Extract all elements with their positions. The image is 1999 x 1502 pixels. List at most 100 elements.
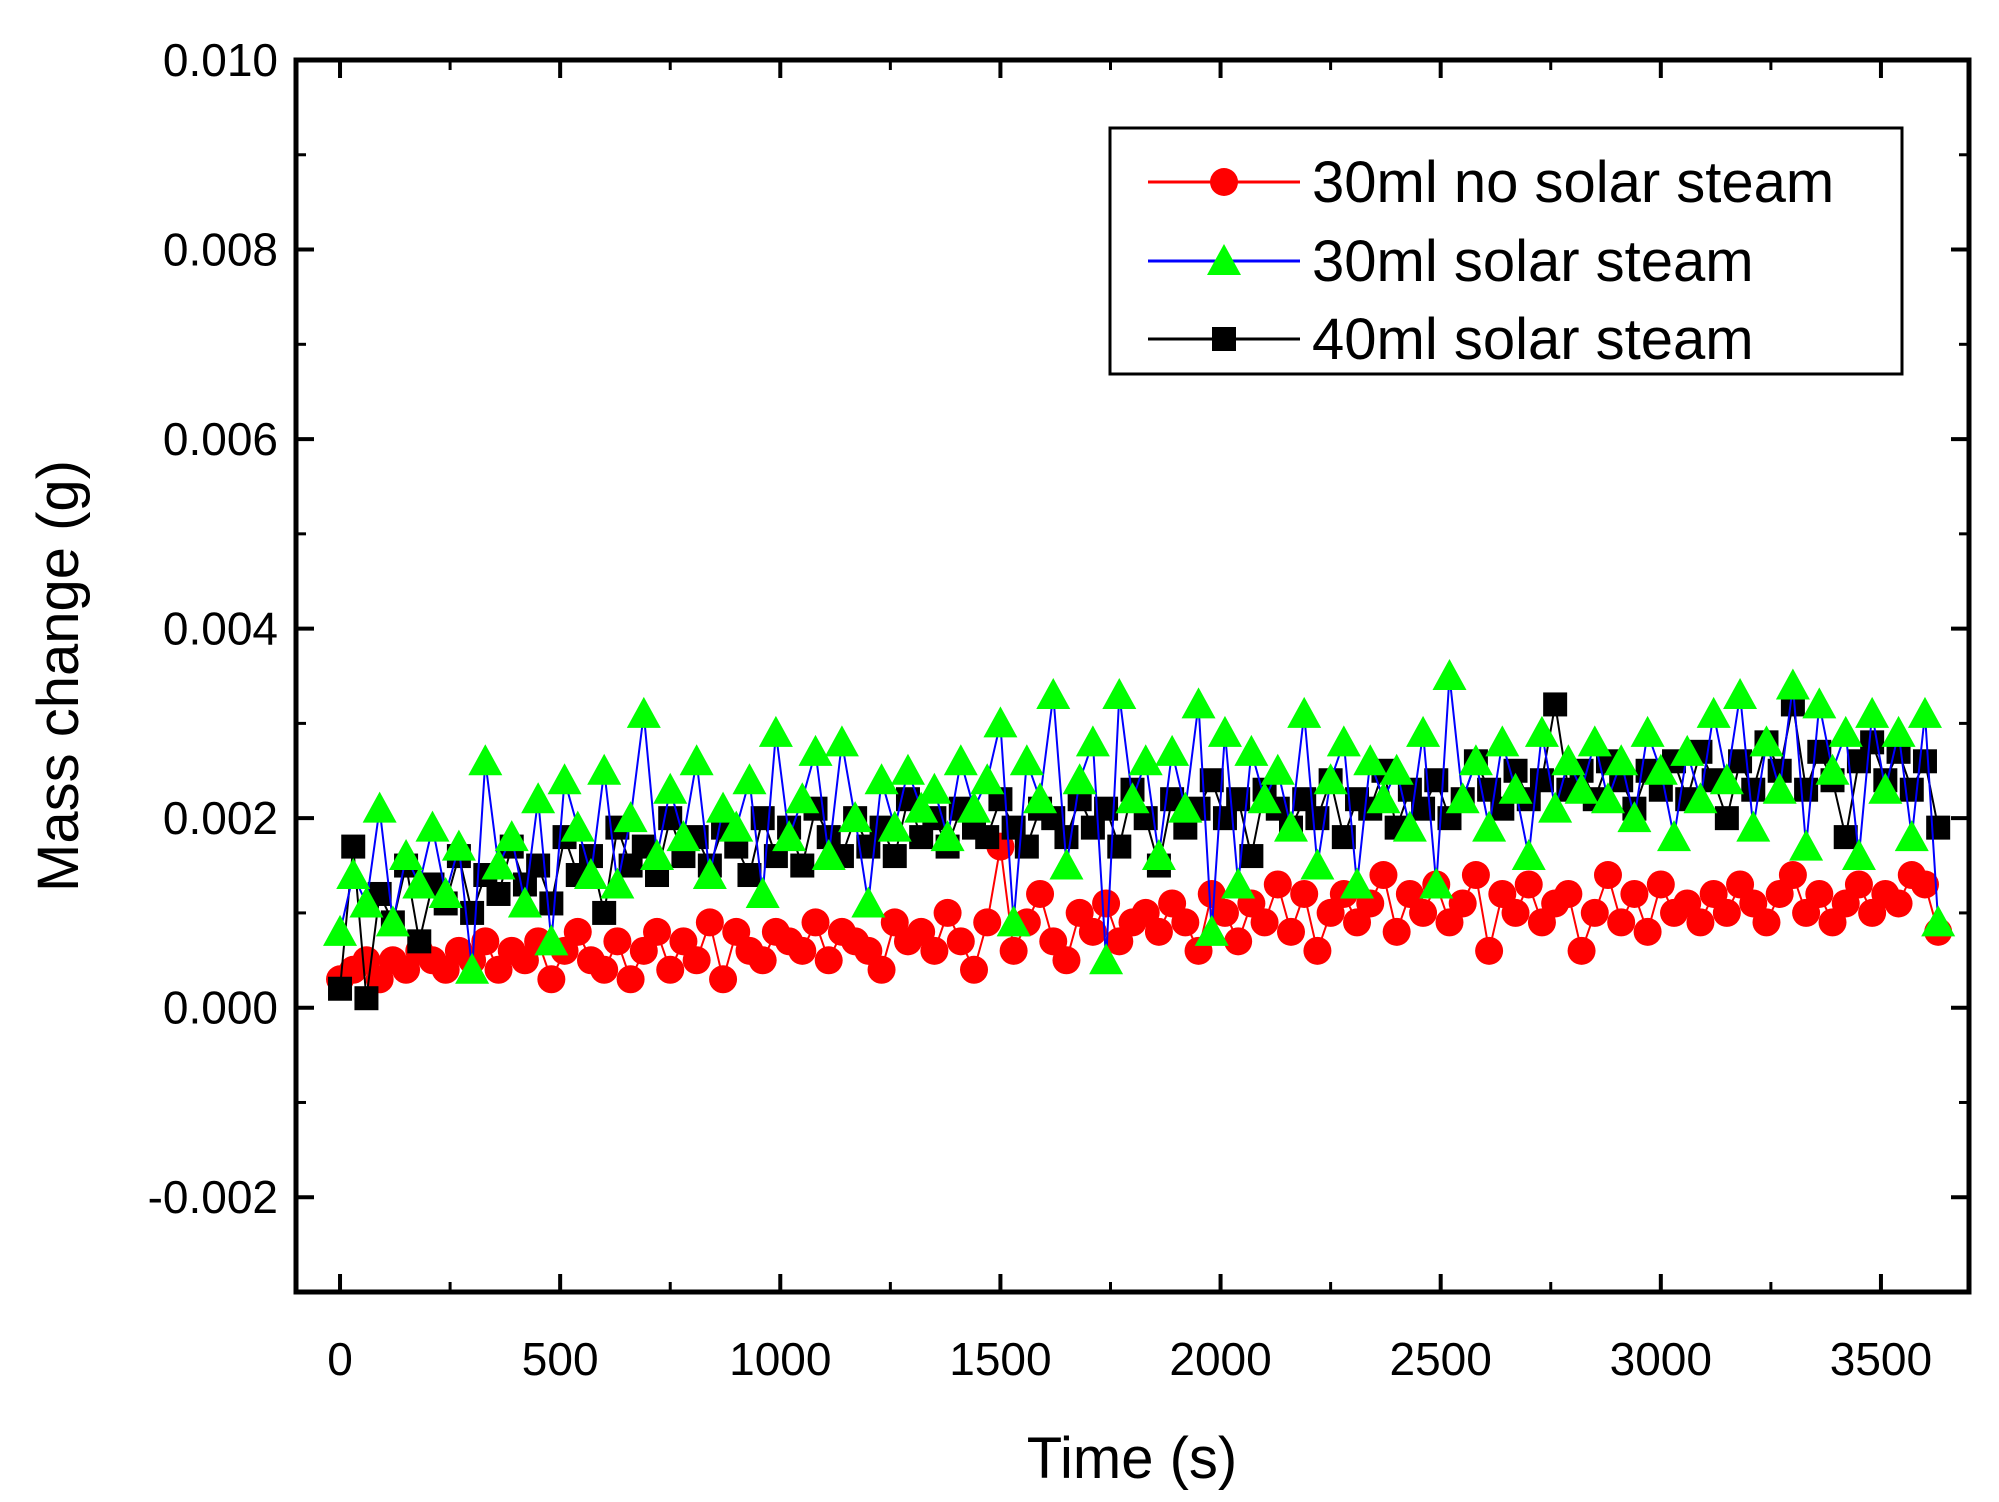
data-point	[1102, 677, 1137, 709]
data-point	[1881, 715, 1916, 747]
data-point	[1802, 687, 1837, 719]
data-point	[534, 924, 569, 956]
data-point	[640, 839, 675, 871]
data-point	[811, 839, 846, 871]
data-point	[1590, 782, 1625, 814]
data-point	[1841, 839, 1876, 871]
data-point	[521, 782, 556, 814]
data-point	[1260, 753, 1295, 785]
data-point	[1683, 782, 1718, 814]
data-point	[1723, 677, 1758, 709]
legend-marker-0	[1210, 168, 1238, 196]
data-point	[455, 952, 490, 984]
data-point	[1617, 801, 1652, 833]
data-point	[563, 917, 592, 946]
data-point	[616, 965, 645, 994]
data-point	[1860, 730, 1885, 755]
x-tick-label: 3000	[1610, 1333, 1712, 1385]
y-tick-label: -0.002	[148, 1171, 278, 1223]
data-point	[1052, 946, 1081, 975]
data-point	[772, 820, 807, 852]
data-point	[1551, 744, 1586, 776]
data-point	[600, 867, 635, 899]
y-tick-label: 0.010	[163, 34, 278, 86]
data-point	[375, 905, 410, 937]
data-point	[1884, 889, 1913, 918]
data-point	[946, 927, 975, 956]
data-point	[1921, 905, 1956, 937]
data-point	[1855, 696, 1890, 728]
legend-marker-1	[1207, 244, 1241, 275]
data-point	[748, 946, 777, 975]
y-tick-label: 0.008	[163, 224, 278, 276]
data-point	[996, 905, 1031, 937]
data-point	[1326, 725, 1361, 757]
data-point	[1709, 763, 1744, 795]
x-tick-label: 3500	[1830, 1333, 1932, 1385]
data-point	[1313, 763, 1348, 795]
x-tick-label: 2500	[1390, 1333, 1492, 1385]
data-point	[643, 917, 672, 946]
data-point	[930, 820, 965, 852]
data-point	[1141, 839, 1176, 871]
data-point	[933, 898, 962, 927]
data-point	[1580, 898, 1609, 927]
data-point	[737, 863, 762, 888]
data-point	[537, 965, 566, 994]
data-point	[481, 848, 516, 880]
x-tick-label: 2000	[1169, 1333, 1271, 1385]
data-point	[1171, 908, 1200, 937]
data-point	[788, 936, 817, 965]
data-point	[560, 810, 595, 842]
data-point	[1366, 782, 1401, 814]
data-point	[970, 763, 1005, 795]
data-point	[441, 829, 476, 861]
legend-marker-2	[1212, 327, 1236, 351]
data-point	[1276, 917, 1305, 946]
data-point	[1714, 806, 1739, 831]
data-point	[1054, 825, 1079, 850]
data-point	[1833, 825, 1858, 850]
data-point	[1290, 879, 1319, 908]
x-axis: 0 500 1000 1500 2000 2500 3000 3500	[327, 60, 1932, 1385]
data-point	[1762, 772, 1797, 804]
data-point	[362, 791, 397, 823]
data-point	[904, 791, 939, 823]
data-point	[656, 955, 685, 984]
data-point	[983, 706, 1018, 738]
data-point	[402, 867, 437, 899]
data-point	[1538, 791, 1573, 823]
data-point	[1023, 782, 1058, 814]
legend-label-1: 30ml solar steam	[1312, 229, 1754, 294]
data-point	[592, 900, 617, 925]
data-point	[415, 810, 450, 842]
data-point	[1868, 772, 1903, 804]
data-point	[851, 886, 886, 918]
data-point	[407, 929, 432, 954]
data-point	[1643, 753, 1678, 785]
data-point	[1741, 777, 1766, 802]
data-point	[1554, 879, 1583, 908]
data-point	[1543, 692, 1568, 717]
data-point	[975, 825, 1000, 850]
data-point	[1340, 867, 1375, 899]
data-point	[824, 725, 859, 757]
data-point	[1448, 889, 1477, 918]
data-point	[1128, 744, 1163, 776]
data-point	[1567, 936, 1596, 965]
data-point	[1778, 861, 1807, 890]
data-point	[1501, 898, 1530, 927]
y-tick-label: 0.002	[163, 792, 278, 844]
data-point	[1300, 848, 1335, 880]
data-point	[1630, 715, 1665, 747]
data-point	[590, 955, 619, 984]
data-point	[547, 763, 582, 795]
data-point	[1593, 861, 1622, 890]
data-point	[1844, 870, 1873, 899]
legend: 30ml no solar steam 30ml solar steam 40m…	[1108, 126, 1904, 376]
data-point	[1461, 861, 1490, 890]
data-point	[587, 753, 622, 785]
data-point	[798, 734, 833, 766]
data-point	[1115, 782, 1150, 814]
